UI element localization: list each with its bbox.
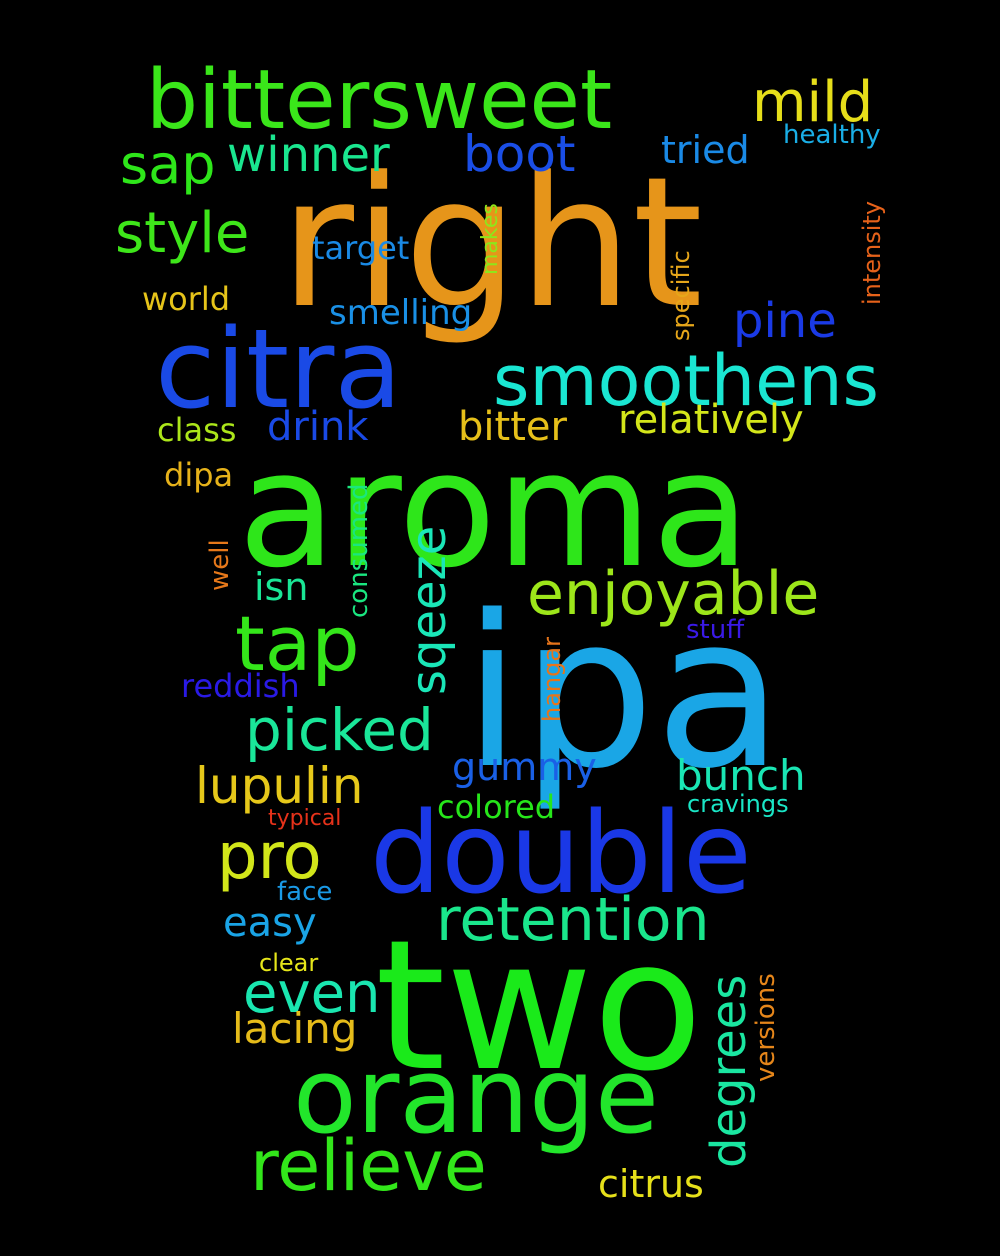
word-even: even — [243, 961, 381, 1026]
word-pine: pine — [733, 293, 837, 349]
word-style: style — [115, 201, 249, 266]
word-picked: picked — [245, 696, 434, 764]
word-citra: citra — [155, 305, 402, 433]
word-class: class — [157, 411, 236, 449]
word-intensity: intensity — [858, 201, 886, 305]
word-ipa: ipa — [463, 570, 783, 815]
word-colored: colored — [437, 788, 555, 826]
word-consumed: consumed — [344, 483, 374, 618]
word-target: target — [312, 229, 409, 267]
word-clear: clear — [259, 949, 318, 977]
word-makes: makes — [478, 203, 503, 275]
word-dipa: dipa — [164, 456, 233, 494]
word-relieve: relieve — [250, 1125, 487, 1207]
word-degrees: degrees — [701, 975, 757, 1168]
word-two: two — [375, 902, 703, 1111]
word-gummy: gummy — [452, 745, 597, 789]
word-pro: pro — [217, 820, 322, 894]
word-bittersweet: bittersweet — [146, 53, 612, 148]
word-reddish: reddish — [181, 667, 300, 705]
word-bunch: bunch — [676, 751, 806, 800]
word-aroma: aroma — [238, 416, 750, 603]
word-world: world — [142, 280, 230, 318]
word-lupulin: lupulin — [195, 757, 363, 815]
word-versions: versions — [751, 973, 781, 1082]
word-typical: typical — [268, 806, 341, 831]
word-tap: tap — [235, 599, 360, 688]
word-retention: retention — [436, 885, 710, 955]
word-hangar: hangar — [538, 637, 566, 722]
word-right: right — [280, 139, 703, 348]
word-bitter: bitter — [458, 404, 567, 450]
word-tried: tried — [661, 128, 750, 172]
word-specific: specific — [667, 250, 695, 341]
word-double: double — [370, 789, 752, 919]
word-sap: sap — [120, 133, 216, 196]
word-mild: mild — [752, 70, 873, 135]
word-smoothens: smoothens — [493, 340, 879, 422]
word-citrus: citrus — [598, 1162, 704, 1206]
word-well: well — [205, 539, 235, 591]
word-face: face — [277, 877, 332, 907]
word-isn: isn — [254, 565, 308, 609]
word-winner: winner — [227, 127, 390, 183]
word-lacing: lacing — [232, 1004, 357, 1053]
word-cravings: cravings — [687, 790, 789, 818]
word-stuff: stuff — [686, 615, 745, 645]
word-easy: easy — [223, 900, 317, 946]
word-healthy: healthy — [783, 120, 881, 150]
word-orange: orange — [293, 1035, 659, 1157]
word-smelling: smelling — [329, 293, 472, 333]
word-boot: boot — [463, 125, 576, 183]
word-enjoyable: enjoyable — [527, 559, 819, 629]
word-drink: drink — [267, 404, 369, 450]
word-sqeeze: sqeeze — [401, 526, 457, 695]
word-relatively: relatively — [618, 397, 804, 443]
